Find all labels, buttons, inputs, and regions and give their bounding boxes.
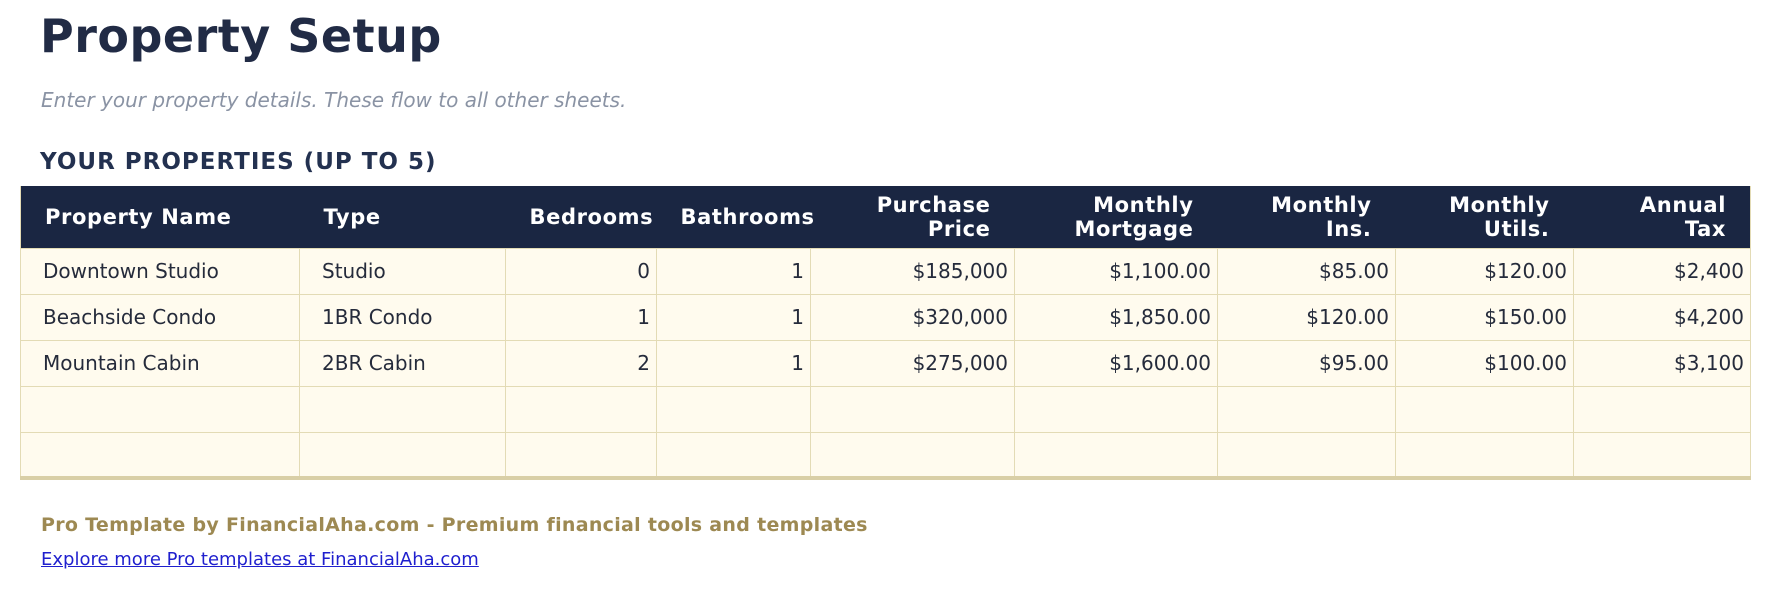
table-row-5 (20, 431, 1751, 479)
cell-bedrooms-row5[interactable] (505, 431, 657, 479)
cell-monthly-utils-row2[interactable]: $150.00 (1395, 293, 1574, 341)
cell-monthly-ins-row5[interactable] (1217, 431, 1396, 479)
cell-purchase-price-row5[interactable] (810, 431, 1015, 479)
cell-purchase-price-row4[interactable] (810, 385, 1015, 433)
cell-monthly-mortgage-row4[interactable] (1014, 385, 1218, 433)
cell-bathrooms-row5[interactable] (656, 431, 811, 479)
cell-purchase-price-row2[interactable]: $320,000 (810, 293, 1015, 341)
cell-type-row2[interactable]: 1BR Condo (299, 293, 506, 341)
table-row-2: Beachside Condo 1BR Condo 1 1 $320,000 $1,850… (20, 293, 1751, 341)
column-header-bedrooms: Bedrooms (505, 186, 657, 248)
page-title: Property Setup (40, 9, 442, 63)
table-row-3: Mountain Cabin 2BR Cabin 2 1 $275,000 $1,600.… (20, 339, 1751, 387)
cell-bathrooms-row4[interactable] (656, 385, 811, 433)
cell-purchase-price-row3[interactable]: $275,000 (810, 339, 1015, 387)
cell-purchase-price-row1[interactable]: $185,000 (810, 247, 1015, 295)
column-header-monthly-mortgage: Monthly Mortgage (1014, 186, 1218, 248)
section-heading-your-properties: YOUR PROPERTIES (UP TO 5) (40, 149, 437, 175)
column-header-monthly-utils: Monthly Utils. (1395, 186, 1574, 248)
cell-monthly-ins-row3[interactable]: $95.00 (1217, 339, 1396, 387)
cell-type-row1[interactable]: Studio (299, 247, 506, 295)
cell-bedrooms-row3[interactable]: 2 (505, 339, 657, 387)
cell-annual-tax-row5[interactable] (1573, 431, 1751, 479)
table-row-4 (20, 385, 1751, 433)
cell-bedrooms-row1[interactable]: 0 (505, 247, 657, 295)
properties-table: Property Name Type Bedrooms Bathrooms Purcha… (20, 186, 1751, 480)
cell-type-row3[interactable]: 2BR Cabin (299, 339, 506, 387)
cell-monthly-ins-row4[interactable] (1217, 385, 1396, 433)
cell-monthly-mortgage-row1[interactable]: $1,100.00 (1014, 247, 1218, 295)
cell-bathrooms-row1[interactable]: 1 (656, 247, 811, 295)
cell-type-row4[interactable] (299, 385, 506, 433)
table-row-1: Downtown Studio Studio 0 1 $185,000 $1,100.00… (20, 247, 1751, 295)
column-header-monthly-ins: Monthly Ins. (1217, 186, 1396, 248)
cell-monthly-utils-row1[interactable]: $120.00 (1395, 247, 1574, 295)
column-header-annual-tax: Annual Tax (1573, 186, 1751, 248)
cell-monthly-mortgage-row5[interactable] (1014, 431, 1218, 479)
cell-property-name-row2[interactable]: Beachside Condo (20, 293, 300, 341)
cell-annual-tax-row2[interactable]: $4,200 (1573, 293, 1751, 341)
footer-note: Pro Template by FinancialAha.com - Premi… (41, 514, 868, 536)
cell-monthly-ins-row1[interactable]: $85.00 (1217, 247, 1396, 295)
cell-bathrooms-row3[interactable]: 1 (656, 339, 811, 387)
cell-type-row5[interactable] (299, 431, 506, 479)
cell-monthly-mortgage-row3[interactable]: $1,600.00 (1014, 339, 1218, 387)
table-header-row: Property Name Type Bedrooms Bathrooms Purcha… (20, 186, 1751, 248)
cell-bedrooms-row4[interactable] (505, 385, 657, 433)
cell-annual-tax-row3[interactable]: $3,100 (1573, 339, 1751, 387)
column-header-property-name: Property Name (20, 186, 300, 248)
cell-annual-tax-row4[interactable] (1573, 385, 1751, 433)
column-header-bathrooms: Bathrooms (656, 186, 814, 248)
cell-property-name-row1[interactable]: Downtown Studio (20, 247, 300, 295)
cell-property-name-row5[interactable] (20, 431, 300, 479)
cell-monthly-mortgage-row2[interactable]: $1,850.00 (1014, 293, 1218, 341)
cell-monthly-utils-row5[interactable] (1395, 431, 1574, 479)
cell-property-name-row4[interactable] (20, 385, 300, 433)
column-header-type: Type (299, 186, 506, 248)
cell-monthly-utils-row3[interactable]: $100.00 (1395, 339, 1574, 387)
cell-annual-tax-row1[interactable]: $2,400 (1573, 247, 1751, 295)
page-subtitle: Enter your property details. These flow … (41, 88, 627, 112)
cell-monthly-ins-row2[interactable]: $120.00 (1217, 293, 1396, 341)
cell-monthly-utils-row4[interactable] (1395, 385, 1574, 433)
cell-property-name-row3[interactable]: Mountain Cabin (20, 339, 300, 387)
cell-bathrooms-row2[interactable]: 1 (656, 293, 811, 341)
column-header-purchase-price: Purchase Price (810, 186, 1015, 248)
explore-templates-link[interactable]: Explore more Pro templates at FinancialA… (41, 549, 479, 570)
table-body: Downtown Studio Studio 0 1 $185,000 $1,100.00… (20, 247, 1751, 479)
cell-bedrooms-row2[interactable]: 1 (505, 293, 657, 341)
